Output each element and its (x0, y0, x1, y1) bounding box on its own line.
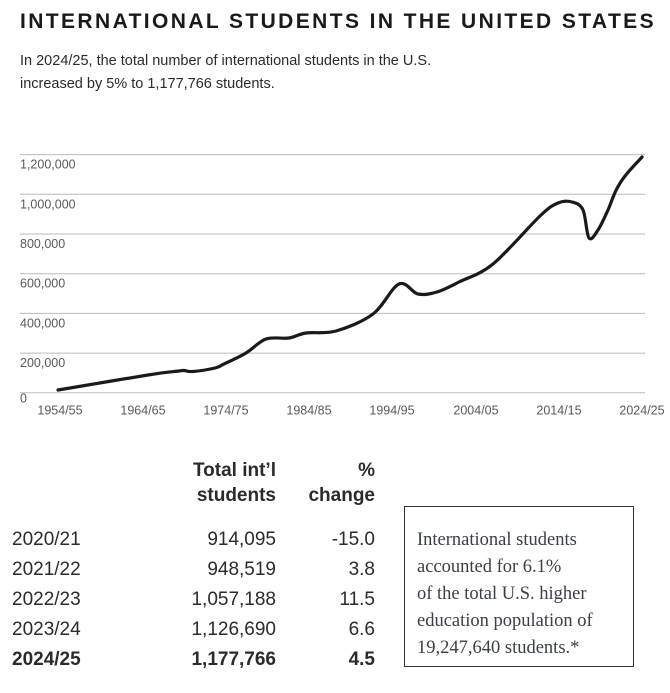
svg-text:600,000: 600,000 (20, 277, 65, 291)
svg-text:1,200,000: 1,200,000 (20, 158, 76, 172)
svg-text:1,000,000: 1,000,000 (20, 197, 76, 211)
svg-text:1974/75: 1974/75 (203, 404, 248, 418)
svg-text:2024/25: 2024/25 (619, 404, 664, 418)
svg-text:800,000: 800,000 (20, 237, 65, 251)
svg-text:1954/55: 1954/55 (37, 404, 82, 418)
svg-text:2014/15: 2014/15 (536, 404, 581, 418)
svg-text:0: 0 (20, 391, 27, 405)
svg-text:1994/95: 1994/95 (369, 404, 414, 418)
svg-text:200,000: 200,000 (20, 356, 65, 370)
svg-text:1984/85: 1984/85 (286, 404, 331, 418)
svg-text:2004/05: 2004/05 (453, 404, 498, 418)
svg-text:400,000: 400,000 (20, 316, 65, 330)
svg-text:1964/65: 1964/65 (120, 404, 165, 418)
